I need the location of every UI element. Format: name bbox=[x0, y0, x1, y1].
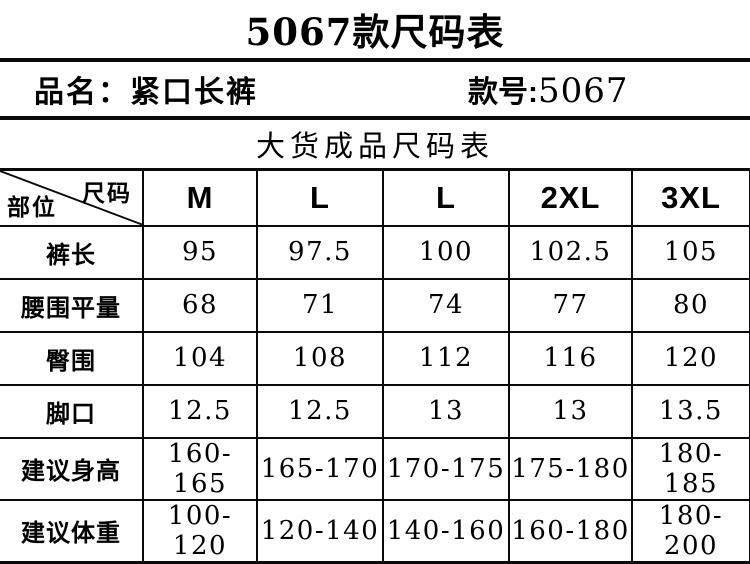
value-cell: 100-120 bbox=[142, 498, 258, 564]
column-header-m: M bbox=[142, 168, 258, 227]
subtitle-band: 大货成品尺码表 bbox=[0, 120, 750, 168]
corner-label-part: 部位 bbox=[7, 193, 57, 220]
column-header-l: L bbox=[256, 168, 384, 227]
value-cell: 165-170 bbox=[256, 436, 384, 501]
row-label: 腰围平量 bbox=[0, 277, 144, 333]
value-cell: 160-180 bbox=[508, 498, 633, 564]
header-row: 尺码 部位 M L L 2XL 3XL bbox=[0, 168, 750, 227]
product-name-value: 紧口长裤 bbox=[130, 76, 258, 109]
value-cell: 68 bbox=[142, 277, 258, 333]
value-cell: 13.5 bbox=[631, 383, 750, 439]
value-cell: 105 bbox=[631, 224, 750, 280]
title-band: 5067款尺码表 bbox=[0, 0, 750, 58]
table-subtitle: 大货成品尺码表 bbox=[255, 129, 494, 163]
style-number: 款号:5067 bbox=[468, 67, 629, 111]
row-label: 建议身高 bbox=[0, 436, 144, 501]
row-label: 裤长 bbox=[0, 224, 144, 280]
value-cell: 80 bbox=[631, 277, 750, 333]
value-cell: 112 bbox=[382, 330, 510, 386]
value-cell: 71 bbox=[256, 277, 384, 333]
value-cell: 170-175 bbox=[382, 436, 510, 501]
value-cell: 102.5 bbox=[508, 224, 633, 280]
corner-cell: 尺码 部位 bbox=[0, 168, 144, 227]
column-header-2xl: 2XL bbox=[508, 168, 633, 227]
value-cell: 180-185 bbox=[631, 436, 750, 501]
diagonal-line bbox=[1, 172, 141, 224]
style-number-value: 5067 bbox=[538, 71, 629, 111]
value-cell: 180-200 bbox=[631, 498, 750, 564]
value-cell: 120 bbox=[631, 330, 750, 386]
table-row-suggested-weight: 建议体重 100-120 120-140 140-160 160-180 180… bbox=[0, 498, 750, 564]
divider-top bbox=[0, 58, 750, 62]
info-band: 品名：紧口长裤 款号:5067 bbox=[0, 62, 750, 116]
table-row-waist: 腰围平量 68 71 74 77 80 bbox=[0, 277, 750, 333]
value-cell: 74 bbox=[382, 277, 510, 333]
page-title: 5067款尺码表 bbox=[245, 10, 505, 54]
corner-label-size: 尺码 bbox=[82, 180, 132, 206]
value-cell: 77 bbox=[508, 277, 633, 333]
table-row-pants-length: 裤长 95 97.5 100 102.5 105 bbox=[0, 224, 750, 280]
table-row-suggested-height: 建议身高 160-165 165-170 170-175 175-180 180… bbox=[0, 436, 750, 501]
value-cell: 108 bbox=[256, 330, 384, 386]
product-name-label: 品名： bbox=[34, 76, 130, 109]
value-cell: 95 bbox=[142, 224, 258, 280]
value-cell: 104 bbox=[142, 330, 258, 386]
value-cell: 116 bbox=[508, 330, 633, 386]
value-cell: 140-160 bbox=[382, 498, 510, 564]
product-name: 品名：紧口长裤 bbox=[34, 67, 258, 111]
table-row-hip: 臀围 104 108 112 116 120 bbox=[0, 330, 750, 386]
divider-middle bbox=[0, 116, 750, 120]
value-cell: 13 bbox=[382, 383, 510, 439]
size-table: 尺码 部位 M L L 2XL 3XL 裤长 95 97.5 100 102.5… bbox=[0, 168, 750, 564]
value-cell: 97.5 bbox=[256, 224, 384, 280]
value-cell: 175-180 bbox=[508, 436, 633, 501]
row-label: 臀围 bbox=[0, 330, 144, 386]
column-header-3xl: 3XL bbox=[631, 168, 750, 227]
value-cell: 12.5 bbox=[142, 383, 258, 439]
column-header-xl: L bbox=[382, 168, 510, 227]
value-cell: 160-165 bbox=[142, 436, 258, 501]
value-cell: 12.5 bbox=[256, 383, 384, 439]
table-row-leg-opening: 脚口 12.5 12.5 13 13 13.5 bbox=[0, 383, 750, 439]
row-label: 建议体重 bbox=[0, 498, 144, 564]
value-cell: 13 bbox=[508, 383, 633, 439]
style-number-label: 款号: bbox=[468, 76, 538, 109]
row-label: 脚口 bbox=[0, 383, 144, 439]
value-cell: 120-140 bbox=[256, 498, 384, 564]
value-cell: 100 bbox=[382, 224, 510, 280]
